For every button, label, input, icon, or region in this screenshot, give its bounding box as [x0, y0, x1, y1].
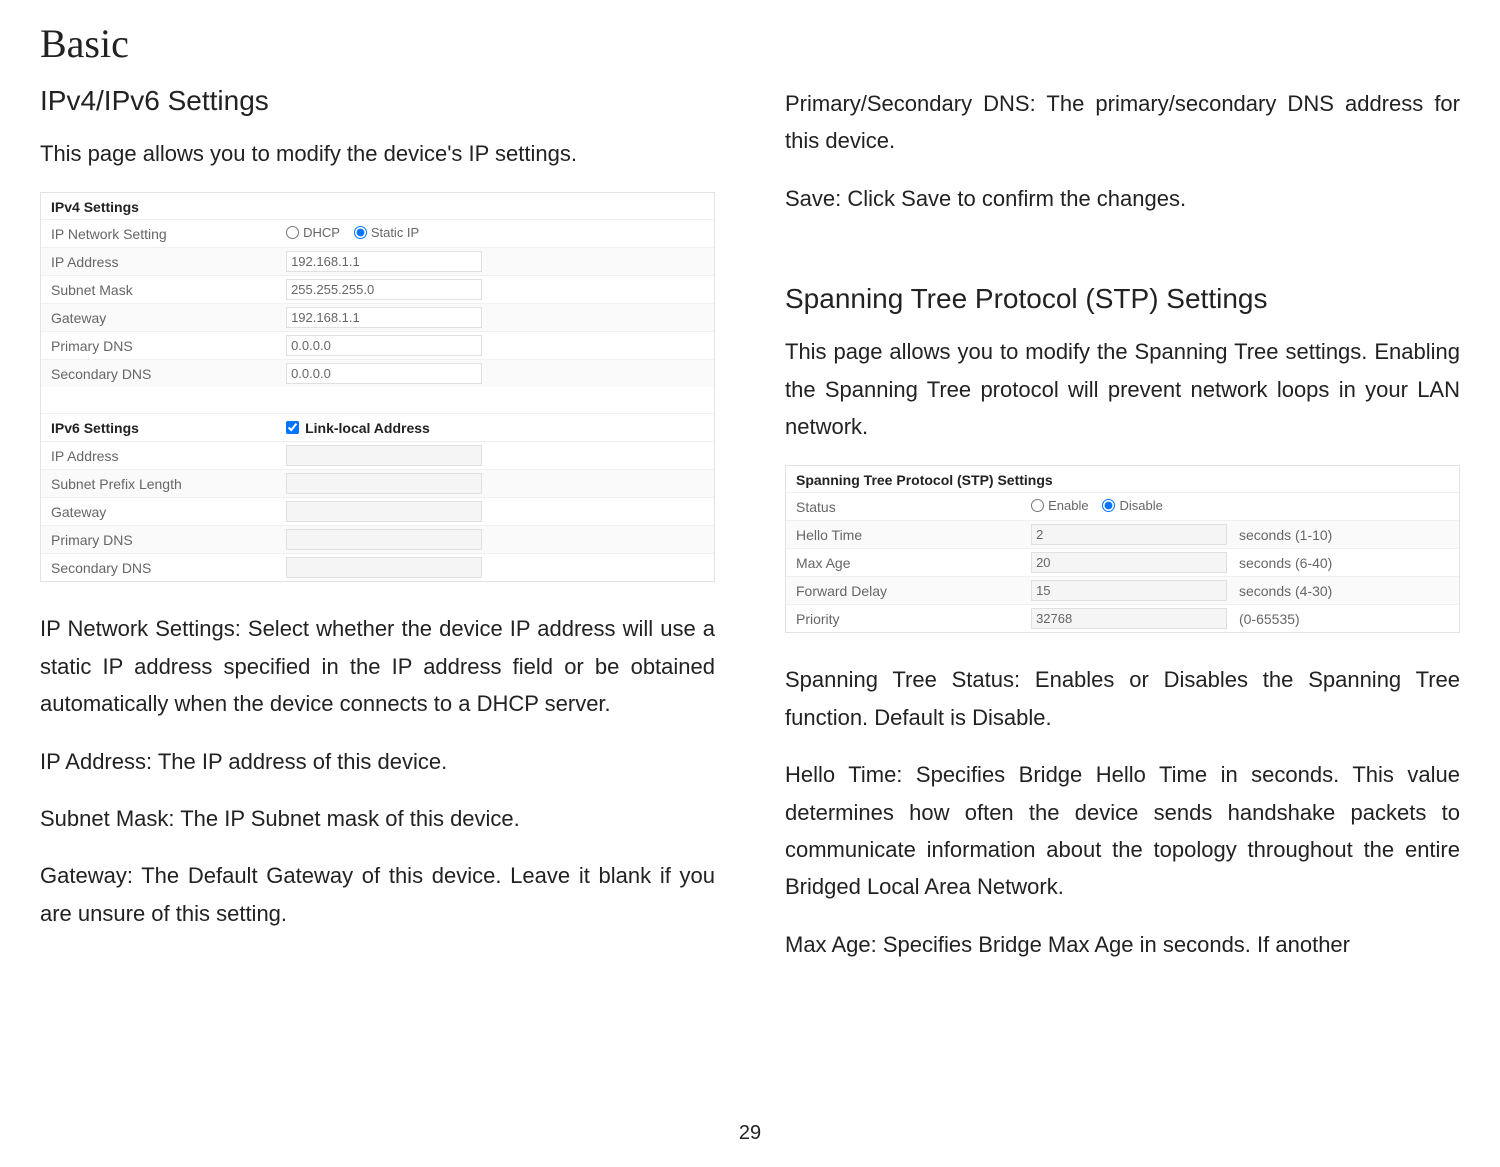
input-primary-dns[interactable] — [286, 335, 482, 356]
left-column: IPv4/IPv6 Settings This page allows you … — [40, 85, 715, 983]
radio-dhcp[interactable]: DHCP — [286, 225, 340, 240]
input-ipv6-ip[interactable] — [286, 445, 482, 466]
row-subnet-mask: Subnet Mask — [41, 275, 714, 303]
row-ipv6-title: IPv6 Settings Link-local Address — [41, 413, 714, 441]
desc-ip-address: IP Address: The IP address of this devic… — [40, 743, 715, 780]
label-stp-status: Status — [796, 499, 1031, 515]
row-ipv6-pdns: Primary DNS — [41, 525, 714, 553]
row-priority: Priority (0-65535) — [786, 604, 1459, 632]
unit-hello-time: seconds (1-10) — [1227, 527, 1332, 543]
input-subnet-mask[interactable] — [286, 279, 482, 300]
page-title: Basic — [40, 20, 1460, 67]
row-secondary-dns: Secondary DNS — [41, 359, 714, 387]
input-ipv6-pdns[interactable] — [286, 529, 482, 550]
radio-disable[interactable]: Disable — [1102, 498, 1162, 513]
row-ipv6-ip: IP Address — [41, 441, 714, 469]
ipv4-title: IPv4 Settings — [41, 193, 714, 219]
unit-max-age: seconds (6-40) — [1227, 555, 1332, 571]
stp-intro: This page allows you to modify the Spann… — [785, 333, 1460, 445]
label-ip-address: IP Address — [51, 254, 286, 270]
input-hello-time[interactable] — [1031, 524, 1227, 545]
ipv4-ipv6-heading: IPv4/IPv6 Settings — [40, 85, 715, 117]
ipv6-title: IPv6 Settings — [51, 420, 286, 436]
checkbox-link-local[interactable]: Link-local Address — [286, 420, 430, 436]
label-ipv6-pdns: Primary DNS — [51, 532, 286, 548]
label-ipv6-prefix: Subnet Prefix Length — [51, 476, 286, 492]
radio-enable-label: Enable — [1048, 498, 1088, 513]
input-max-age[interactable] — [1031, 552, 1227, 573]
row-forward-delay: Forward Delay seconds (4-30) — [786, 576, 1459, 604]
page-number: 29 — [0, 1122, 1500, 1145]
desc-save: Save: Click Save to confirm the changes. — [785, 180, 1460, 217]
input-ipv6-gateway[interactable] — [286, 501, 482, 522]
row-ip-address: IP Address — [41, 247, 714, 275]
input-ipv6-prefix[interactable] — [286, 473, 482, 494]
label-ipv6-sdns: Secondary DNS — [51, 560, 286, 576]
row-ipv6-sdns: Secondary DNS — [41, 553, 714, 581]
desc-hello-time: Hello Time: Specifies Bridge Hello Time … — [785, 756, 1460, 906]
label-max-age: Max Age — [796, 555, 1031, 571]
label-secondary-dns: Secondary DNS — [51, 366, 286, 382]
radio-enable[interactable]: Enable — [1031, 498, 1088, 513]
row-primary-dns: Primary DNS — [41, 331, 714, 359]
stp-heading: Spanning Tree Protocol (STP) Settings — [785, 283, 1460, 315]
unit-priority: (0-65535) — [1227, 611, 1300, 627]
input-forward-delay[interactable] — [1031, 580, 1227, 601]
unit-forward-delay: seconds (4-30) — [1227, 583, 1332, 599]
input-ipv6-sdns[interactable] — [286, 557, 482, 578]
desc-gateway: Gateway: The Default Gateway of this dev… — [40, 857, 715, 932]
label-priority: Priority — [796, 611, 1031, 627]
row-stp-status: Status Enable Disable — [786, 492, 1459, 520]
two-column-layout: IPv4/IPv6 Settings This page allows you … — [40, 85, 1460, 983]
radio-static-ip-label: Static IP — [371, 225, 419, 240]
label-ip-network-setting: IP Network Setting — [51, 226, 286, 242]
stp-title: Spanning Tree Protocol (STP) Settings — [786, 466, 1459, 492]
right-column: Primary/Secondary DNS: The primary/secon… — [785, 85, 1460, 983]
input-secondary-dns[interactable] — [286, 363, 482, 384]
ipv4-intro: This page allows you to modify the devic… — [40, 135, 715, 172]
stp-screenshot: Spanning Tree Protocol (STP) Settings St… — [785, 465, 1460, 633]
row-hello-time: Hello Time seconds (1-10) — [786, 520, 1459, 548]
label-forward-delay: Forward Delay — [796, 583, 1031, 599]
input-gateway[interactable] — [286, 307, 482, 328]
radio-disable-label: Disable — [1119, 498, 1162, 513]
label-subnet-mask: Subnet Mask — [51, 282, 286, 298]
spacer — [41, 387, 714, 413]
label-gateway: Gateway — [51, 310, 286, 326]
ipv4-ipv6-screenshot: IPv4 Settings IP Network Setting DHCP St… — [40, 192, 715, 582]
desc-max-age: Max Age: Specifies Bridge Max Age in sec… — [785, 926, 1460, 963]
label-ipv6-ip: IP Address — [51, 448, 286, 464]
desc-stp-status: Spanning Tree Status: Enables or Disable… — [785, 661, 1460, 736]
checkbox-link-local-label: Link-local Address — [305, 420, 430, 436]
row-gateway: Gateway — [41, 303, 714, 331]
radio-dhcp-label: DHCP — [303, 225, 340, 240]
radio-static-ip[interactable]: Static IP — [354, 225, 419, 240]
row-ipv6-prefix: Subnet Prefix Length — [41, 469, 714, 497]
row-ipv6-gateway: Gateway — [41, 497, 714, 525]
desc-ip-network: IP Network Settings: Select whether the … — [40, 610, 715, 722]
input-ip-address[interactable] — [286, 251, 482, 272]
label-hello-time: Hello Time — [796, 527, 1031, 543]
label-primary-dns: Primary DNS — [51, 338, 286, 354]
desc-dns: Primary/Secondary DNS: The primary/secon… — [785, 85, 1460, 160]
spacer — [785, 237, 1460, 283]
desc-subnet-mask: Subnet Mask: The IP Subnet mask of this … — [40, 800, 715, 837]
label-ipv6-gateway: Gateway — [51, 504, 286, 520]
row-max-age: Max Age seconds (6-40) — [786, 548, 1459, 576]
input-priority[interactable] — [1031, 608, 1227, 629]
row-ip-network-setting: IP Network Setting DHCP Static IP — [41, 219, 714, 247]
